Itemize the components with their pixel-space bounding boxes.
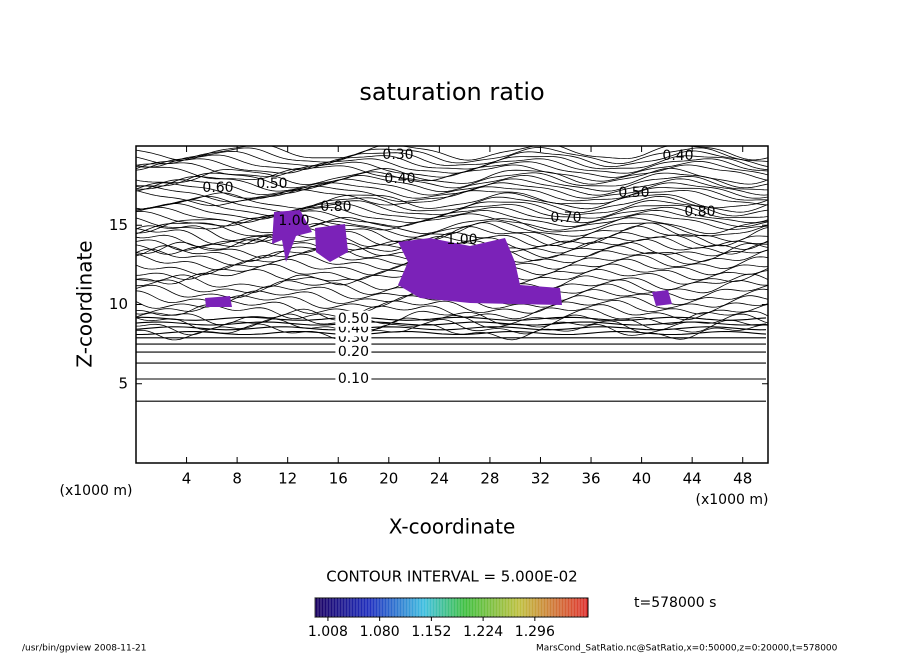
y-tick-label: 15 [109,216,128,234]
label-background [335,344,372,361]
contour-line [136,222,768,243]
contour-label: 0.10 [338,371,369,387]
contour-line [136,171,768,189]
supersaturation-region [272,210,312,262]
contour-level [136,321,767,326]
contour-label: 0.40 [662,148,693,164]
contour-line [136,220,768,238]
colorbar-tick-label: 1.080 [360,624,400,640]
label-background [335,370,372,387]
contour-line [136,213,768,231]
supersaturation-region [652,290,672,306]
supersaturation-region [205,296,232,307]
supersaturation-region [398,238,562,305]
footer-right: MarsCond_SatRatio.nc@SatRatio,x=0:50000,… [536,644,838,654]
contour-line [136,167,768,185]
contour-label: 0.40 [384,171,415,187]
contour-line [136,232,768,247]
x-axis-label: X-coordinate [389,515,516,539]
contour-interval: CONTOUR INTERVAL = 5.000E-02 [326,568,577,586]
footer-left: /usr/bin/gpview 2008-11-21 [22,644,146,654]
contour-level [136,330,767,336]
x-tick-label: 4 [182,470,192,488]
label-background [335,310,372,327]
contour-label: 0.80 [320,199,351,215]
contour-line [136,182,768,199]
contour-line [136,299,768,315]
contour-line [136,235,768,251]
contour-label: 0.60 [202,180,233,196]
contour-line [136,178,768,196]
x-tick-label: 36 [581,470,600,488]
contour-line [136,154,768,171]
contour-level [136,316,767,321]
y-tick-label: 10 [109,295,128,313]
contour-line [136,195,768,214]
contour-line [136,174,768,193]
y-axis-label: Z-coordinate [73,240,97,367]
x-tick-label: 16 [329,470,348,488]
contour-line [136,206,768,224]
chart-title: saturation ratio [359,78,544,106]
colorbar-tick-label: 1.152 [411,624,451,640]
contour-label: 0.80 [684,204,715,220]
contour-level [136,326,767,331]
contour-line [136,164,768,182]
x-tick-label: 48 [733,470,752,488]
x-tick-label: 20 [379,470,398,488]
x-unit: (x1000 m) [696,492,769,508]
x-tick-label: 32 [531,470,550,488]
contour-line [136,160,768,178]
colorbar-tick-label: 1.296 [515,624,555,640]
contour-label: 0.50 [338,311,369,327]
contour-line [136,146,768,165]
x-tick-label: 44 [683,470,702,488]
contour-line [136,203,768,220]
contour-line [136,158,768,174]
y-unit: (x1000 m) [60,483,133,499]
contour-label: 1.00 [446,232,477,248]
colorbar [314,597,589,618]
supersaturation-region [315,224,348,262]
contour-label: 0.50 [256,176,287,192]
x-tick-label: 8 [232,470,242,488]
x-tick-label: 24 [430,470,449,488]
contour-line [136,216,768,234]
contour-line [136,146,768,161]
colorbar-tick-label: 1.008 [308,624,348,640]
contour-label: 0.20 [338,344,369,360]
contour-line [136,303,768,321]
x-tick-label: 28 [480,470,499,488]
contour-label: 0.50 [618,185,649,201]
contour-label: 1.00 [278,213,309,229]
time-label: t=578000 s [634,595,716,611]
contour-line [136,189,768,207]
x-tick-label: 12 [278,470,297,488]
colorbar-tick-label: 1.224 [463,624,503,640]
contour-line [136,192,768,210]
x-tick-label: 40 [632,470,651,488]
contour-line [136,209,768,227]
contour-line [136,150,768,168]
y-tick-label: 5 [118,374,128,392]
plot-area: 0.100.200.300.400.500.300.400.400.500.50… [136,146,768,402]
contour-label: 0.30 [382,147,413,163]
contour-label: 0.70 [550,210,581,226]
